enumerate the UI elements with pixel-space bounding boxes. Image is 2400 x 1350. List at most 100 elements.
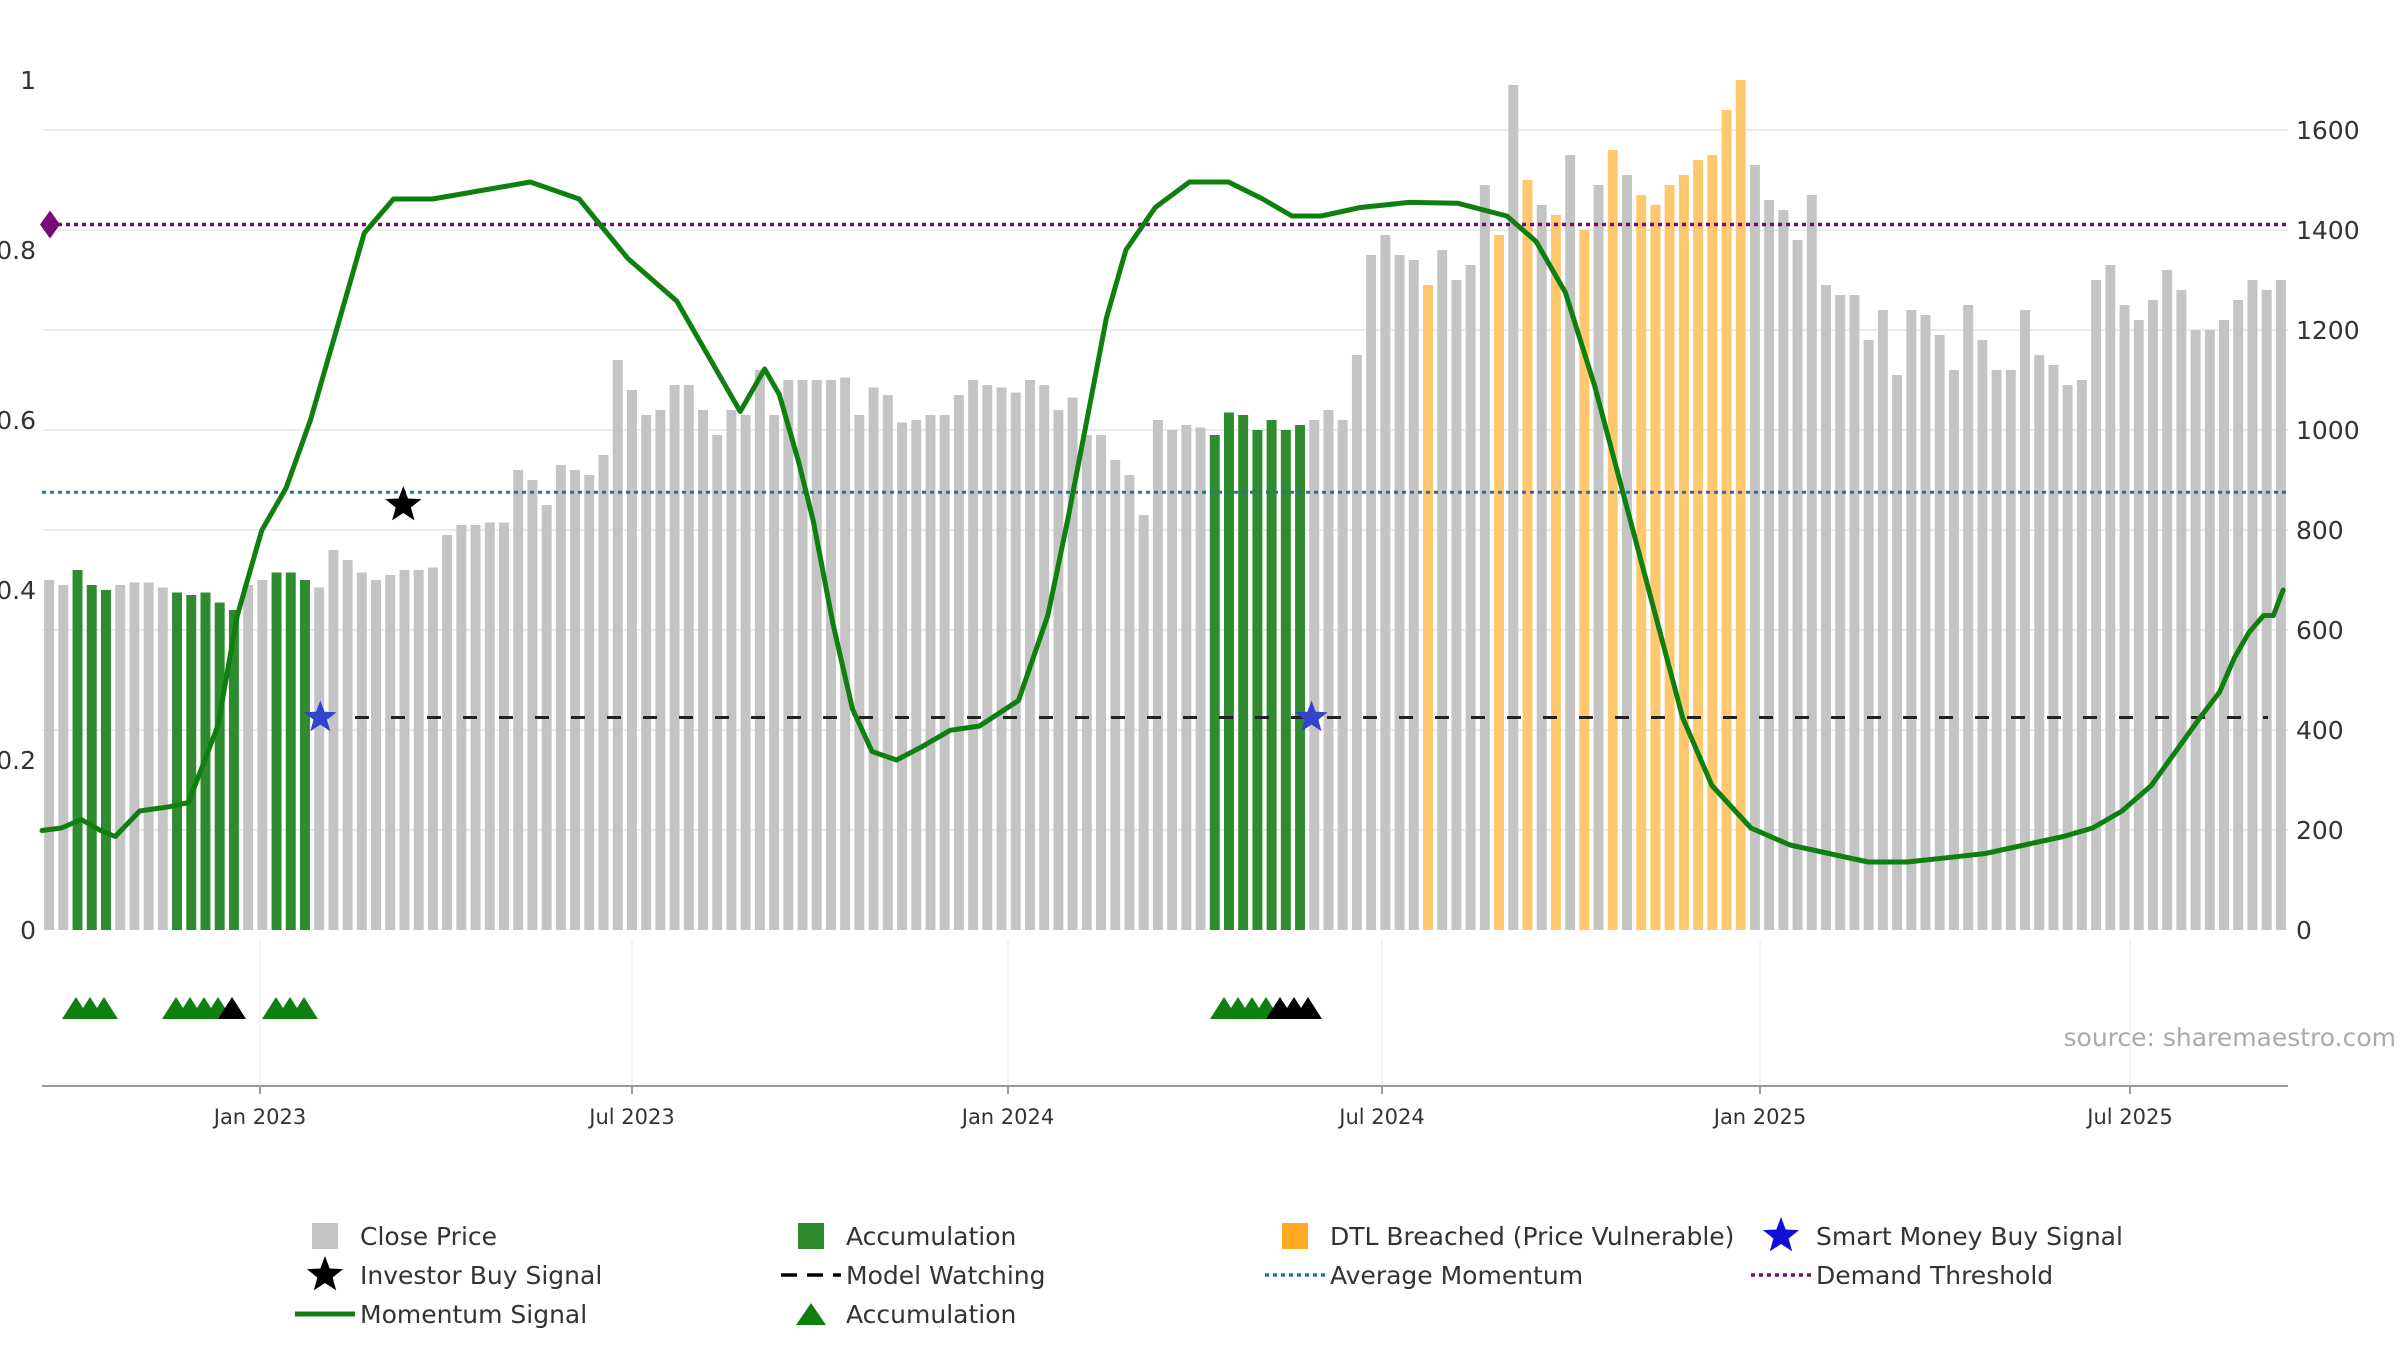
close-price-bar [2133,320,2144,930]
close-price-bar [399,570,410,930]
legend-investor-swatch [306,1256,344,1291]
left-tick-label: 0.6 [0,406,36,435]
smart-money-buy-signal-star [1295,700,1328,732]
close-price-bar [783,380,794,930]
close-price-bar [1110,460,1121,930]
right-tick-label: 1000 [2296,416,2360,445]
demand-threshold-marker [40,210,60,239]
close-price-bar [840,377,851,930]
close-price-bar [2275,280,2286,930]
close-price-bar [854,415,865,930]
right-tick-label: 800 [2296,516,2344,545]
close-price-bar [2005,370,2016,930]
legend-label: Demand Threshold [1816,1261,2053,1290]
close-price-bar [712,435,723,930]
accumulation-bar [1252,430,1263,930]
close-price-bar [257,580,268,930]
right-tick-label: 0 [2296,916,2312,945]
right-tick-label: 1600 [2296,116,2360,145]
close-price-bar [2247,280,2258,930]
close-price-bar [1565,155,1576,930]
close-price-bar [1024,380,1035,930]
close-price-bar [1749,165,1760,930]
close-price-bar [484,522,495,930]
close-price-bar [1039,385,1050,930]
close-price-bar [1351,355,1362,930]
price-bars [44,80,2286,930]
close-price-bar [626,390,637,930]
dtl-breached-bar [1550,215,1561,930]
accumulation-bar [285,572,296,930]
close-price-bar [2091,280,2102,930]
left-tick-label: 0.8 [0,236,36,265]
close-price-bar [825,380,836,930]
close-price-bar [641,415,652,930]
left-tick-label: 0.4 [0,576,36,605]
accumulation-bar [72,570,83,930]
close-price-bar [1124,475,1135,930]
dtl-breached-bar [1721,110,1732,930]
momentum-signal-line [39,179,802,839]
dtl-breached-bar [1607,150,1618,930]
close-price-bar [2020,310,2030,930]
signal-lines [39,179,2288,865]
close-price-bar [1821,285,1831,930]
close-price-bar [2261,290,2272,930]
momentum-signal-line [796,179,2286,865]
accumulation-bar [214,602,225,930]
right-tick-label: 400 [2296,716,2344,745]
accumulation-bar [300,580,310,930]
accumulation-bar [1266,420,1277,930]
close-price-bar [1934,335,1945,930]
close-price-bar [1465,265,1476,930]
accumulation-bar [1295,425,1306,930]
close-price-bar [129,582,140,930]
close-price-bar [1408,260,1419,930]
close-price-bar [612,360,623,930]
close-price-bar [2162,270,2173,930]
close-price-bar [2048,365,2059,930]
signal-markers [62,486,1328,1019]
accumulation-bar [1209,435,1220,930]
axes: 0 200 400 600 800 1000 1200 1400 1600 0 0.2 0.4 0.6 0… [0,66,2360,1129]
dtl-breached-bar [1735,80,1746,930]
close-price-bar [996,387,1007,930]
legend-label: Smart Money Buy Signal [1816,1222,2123,1251]
close-price-bar [1337,420,1348,930]
watch-triangle [1294,997,1322,1019]
accumulation-bar [228,610,239,930]
legend-dtl-swatch [1282,1223,1308,1249]
accumulation-bar [172,592,183,930]
close-price-bar [2034,355,2045,930]
legend-label: Close Price [360,1222,497,1251]
left-tick-label: 0.2 [0,746,36,775]
close-price-bar [953,395,964,930]
close-price-bar [1323,410,1334,930]
close-price-bar [314,587,325,930]
accumulation-bar [1238,415,1249,930]
close-price-bar [1778,210,1789,930]
accumulation-bar [186,595,197,930]
left-tick-label: 0 [20,916,36,945]
close-price-bar [982,385,993,930]
accumulation-triangle [90,997,118,1019]
legend-accumulation-swatch [798,1223,824,1249]
close-price-bar [470,525,481,930]
dtl-breached-bar [1693,160,1704,930]
close-price-bar [1948,370,1959,930]
legend: Close Price Accumulation DTL Breached (Pri… [295,1217,2123,1329]
close-price-bar [243,585,254,930]
close-price-bar [726,410,737,930]
close-price-bar [143,582,154,930]
legend-smart-money-swatch [1762,1217,1800,1252]
right-tick-label: 600 [2296,616,2344,645]
close-price-bar [669,385,680,930]
dtl-breached-bar [1423,285,1433,930]
right-tick-label: 1200 [2296,316,2360,345]
legend-accumulation-triangle-swatch [796,1303,826,1325]
x-tick-label: Jul 2025 [2085,1105,2172,1129]
close-price-bar [2204,330,2215,930]
x-tick-label: Jul 2023 [587,1105,674,1129]
close-price-bar [1309,420,1320,930]
close-price-bar [754,370,765,930]
